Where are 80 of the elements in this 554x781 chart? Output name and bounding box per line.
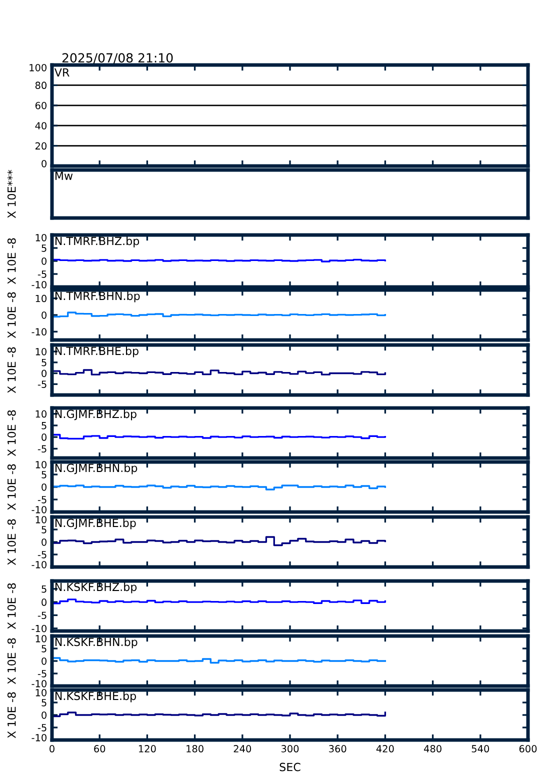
x-tick-label: 360 <box>329 745 346 752</box>
y-tick-label: 0 <box>42 598 46 606</box>
y-tick-label: -10 <box>32 280 46 288</box>
series-label: N.KSKF.BHZ.bp <box>55 582 137 594</box>
y-axis-title: X 10E -8 <box>7 292 16 338</box>
y-tick-label: -5 <box>38 724 46 732</box>
y-tick-label: 10 <box>36 234 46 242</box>
text: Mw <box>55 172 73 180</box>
series-label: N.GJMF.BHN.bp <box>55 464 138 474</box>
y-tick-label: 0 <box>42 257 46 265</box>
annotation: VR <box>54 68 70 76</box>
y-tick-label: -5 <box>38 551 46 558</box>
y-tick-label: -5 <box>38 496 46 504</box>
chart-title: 2025/07/08 21:10 <box>62 53 173 64</box>
y-axis-title: X 10E -8 <box>7 692 16 738</box>
series-label: N.GJMF.BHE.bp <box>55 518 136 530</box>
x-tick-label: 60 <box>94 745 106 752</box>
y-axis-title: X 10E -8 <box>7 238 16 284</box>
y-tick-label: -10 <box>32 734 46 742</box>
y-tick-label: -5 <box>38 445 46 453</box>
y-tick-label: 10 <box>36 410 46 418</box>
y-tick-label: 0 <box>42 311 46 319</box>
y-axis-title: X 10E -8 <box>7 347 16 394</box>
y-tick-label: -10 <box>32 680 46 688</box>
y-tick-label: -10 <box>32 560 46 568</box>
y-tick-label: -10 <box>32 328 46 336</box>
series-label: N.TMRF.BHZ.bp <box>55 236 140 248</box>
y-tick-label: 5 <box>42 244 46 252</box>
x-tick-label: 300 <box>281 745 299 752</box>
y-tick-label: 5 <box>42 471 46 478</box>
series-label: N.TMRF.BHN.bp <box>55 292 140 302</box>
y-tick-label: -5 <box>38 612 46 620</box>
y-tick-label: 80 <box>35 82 46 90</box>
series-label: N.KSKF.BHE.bp <box>55 692 136 702</box>
y-tick-label: 60 <box>35 102 46 110</box>
y-tick-label: 10 <box>36 634 46 642</box>
y-tick-label: 0 <box>42 538 46 546</box>
y-tick-label: 0 <box>42 370 46 378</box>
y-tick-label: -5 <box>38 380 46 388</box>
y-tick-label: 0 <box>42 483 46 491</box>
y-tick-label: 100 <box>30 64 46 72</box>
y-axis-title: X 10E -8 <box>7 464 16 510</box>
series-label: N.TMRF.BHE.bp <box>55 346 138 358</box>
y-tick-label: 20 <box>35 142 46 150</box>
y-tick-label: 10 <box>36 348 46 356</box>
x-tick-label: 0 <box>50 745 54 752</box>
y-tick-label: -5 <box>38 270 46 278</box>
y-tick-label: -10 <box>32 624 46 632</box>
x-axis-title: SEC <box>280 762 300 772</box>
series-label: N.KSKF.BHN.bp <box>55 638 138 648</box>
y-tick-label: -5 <box>38 670 46 678</box>
y-axis-title: X 10E -8 <box>7 638 16 684</box>
y-axis-title: X 10E -8 <box>7 583 16 630</box>
y-tick-label: 10 <box>36 516 46 524</box>
y-tick-label: 0 <box>42 160 46 168</box>
x-tick-label: 480 <box>424 745 442 752</box>
y-axis-title: X 10E -8 <box>7 410 16 456</box>
x-tick-label: 180 <box>186 745 204 752</box>
x-tick-label: 420 <box>376 745 394 752</box>
y-tick-label: 5 <box>42 586 46 593</box>
x-tick-label: 120 <box>138 745 156 752</box>
text: X 10E*** <box>7 170 16 218</box>
y-axis-title: X 10E -8 <box>7 519 16 566</box>
x-tick-label: 240 <box>234 745 252 752</box>
y-tick-label: 10 <box>36 460 46 468</box>
y-tick-label: 10 <box>36 688 46 696</box>
y-tick-label: 0 <box>42 657 46 665</box>
x-tick-label: 600 <box>519 745 537 752</box>
y-tick-label: 5 <box>42 358 46 366</box>
y-tick-label: 40 <box>35 122 46 130</box>
y-tick-label: 5 <box>42 422 46 430</box>
y-tick-label: 10 <box>36 294 46 302</box>
y-tick-label: -10 <box>32 506 46 514</box>
x-tick-label: 540 <box>472 745 490 752</box>
y-tick-label: 0 <box>42 711 46 719</box>
y-tick-label: 5 <box>42 526 46 534</box>
y-tick-label: 5 <box>42 645 46 652</box>
series-label: N.GJMF.BHZ.bp <box>55 410 136 420</box>
y-tick-label: 5 <box>42 699 46 706</box>
y-tick-label: 0 <box>42 434 46 441</box>
